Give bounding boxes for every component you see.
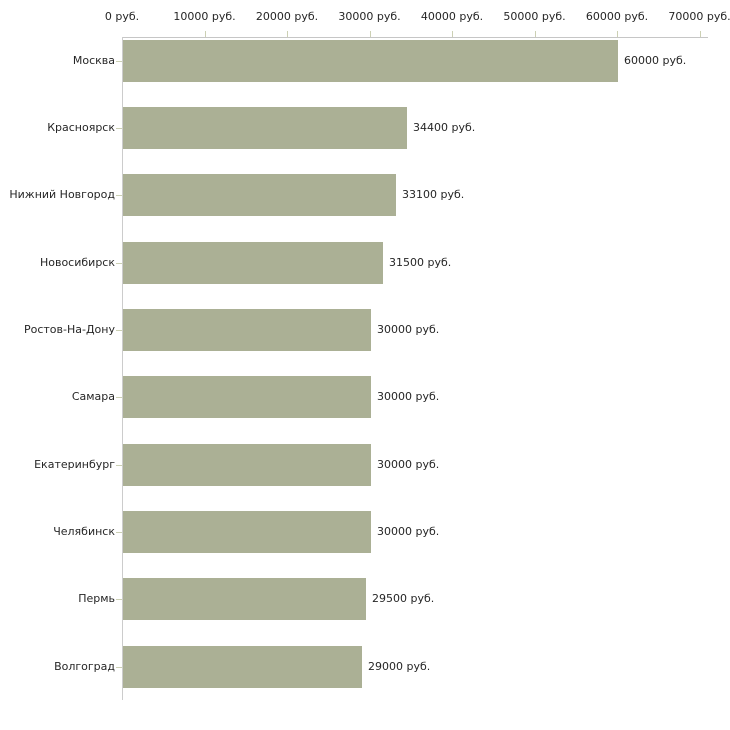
category-label: Москва: [72, 54, 115, 67]
bar-6: [123, 376, 371, 418]
x-axis-tick-label: 50000 руб.: [503, 10, 566, 23]
x-axis-tick-label: 70000 руб.: [668, 10, 730, 23]
category-tick-mark: [116, 532, 122, 533]
category-label: Красноярск: [47, 121, 115, 134]
x-axis-tick-label: 40000 руб.: [420, 10, 484, 23]
category-tick-mark: [116, 667, 122, 668]
bar-10: [123, 646, 362, 688]
category-label: Новосибирск: [39, 256, 115, 269]
category-tick-mark: [116, 330, 122, 331]
x-axis-tick-label: 60000 руб.: [585, 10, 649, 23]
x-axis-tick-mark: [617, 31, 618, 37]
x-axis-tick-label: 10000 руб.: [173, 10, 236, 23]
category-tick-mark: [116, 195, 122, 196]
bar-4: [123, 242, 383, 284]
value-label: 30000 руб.: [377, 458, 440, 471]
x-axis-tick-mark: [699, 31, 701, 37]
bar-5: [123, 309, 371, 351]
bar-1: [123, 40, 618, 82]
value-label: 29000 руб.: [368, 660, 431, 673]
x-axis-line: [122, 37, 708, 38]
value-label: 34400 руб.: [413, 121, 476, 134]
value-label: 30000 руб.: [377, 525, 440, 538]
x-axis-tick-mark: [369, 31, 371, 37]
value-label: 31500 руб.: [389, 256, 452, 269]
x-axis-tick-label: 30000 руб.: [338, 10, 401, 23]
x-axis-tick-mark: [287, 31, 288, 37]
x-axis-tick-label: 0 руб.: [104, 10, 140, 23]
value-label: 33100 руб.: [402, 188, 465, 201]
x-axis-tick-mark: [204, 31, 206, 37]
x-axis-tick-mark: [534, 31, 536, 37]
category-tick-mark: [116, 61, 122, 62]
category-label: Волгоград: [54, 660, 115, 673]
category-tick-mark: [116, 599, 122, 600]
category-tick-mark: [116, 263, 122, 264]
category-tick-mark: [116, 465, 122, 466]
value-label: 29500 руб.: [372, 592, 435, 605]
bar-2: [123, 107, 407, 149]
category-label: Челябинск: [53, 525, 115, 538]
value-label: 30000 руб.: [377, 390, 440, 403]
bar-7: [123, 444, 371, 486]
category-label: Екатеринбург: [34, 458, 115, 471]
value-label: 30000 руб.: [377, 323, 440, 336]
category-label: Нижний Новгород: [9, 188, 115, 201]
x-axis-tick-label: 20000 руб.: [255, 10, 319, 23]
bar-9: [123, 578, 366, 620]
y-axis-line: [122, 37, 123, 700]
category-tick-mark: [116, 397, 122, 398]
bar-8: [123, 511, 371, 553]
bar-3: [123, 174, 396, 216]
x-axis-tick-mark: [452, 31, 453, 37]
category-label: Пермь: [78, 592, 115, 605]
value-label: 60000 руб.: [624, 54, 687, 67]
category-tick-mark: [116, 128, 122, 129]
category-label: Самара: [71, 390, 115, 403]
category-label: Ростов-На-Дону: [23, 323, 115, 336]
